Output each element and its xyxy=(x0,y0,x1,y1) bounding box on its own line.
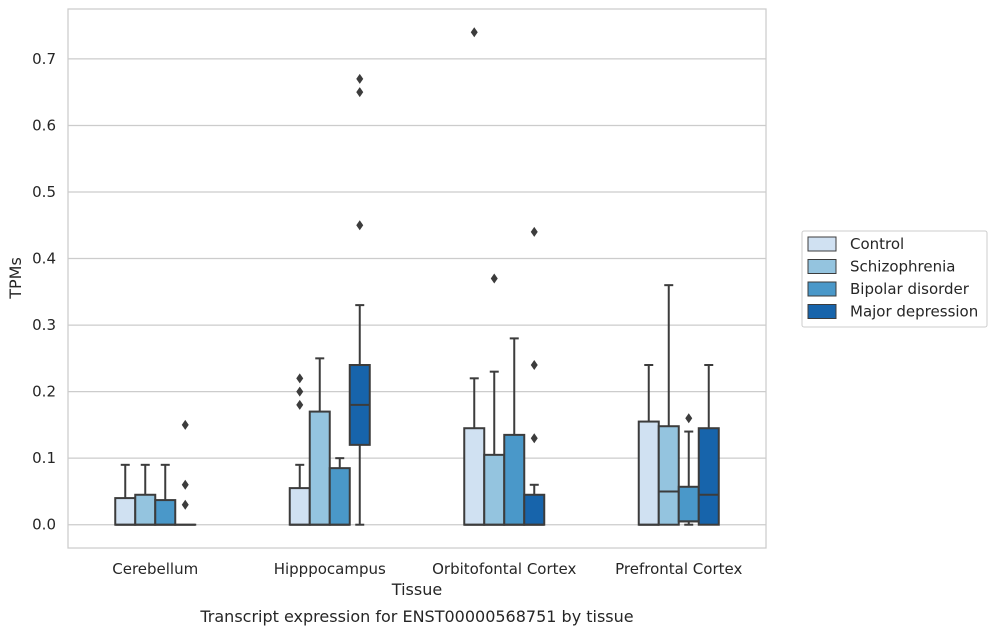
outlier-marker xyxy=(530,433,538,444)
box-body xyxy=(463,427,486,526)
legend-swatch xyxy=(807,281,837,297)
box-body xyxy=(308,410,331,526)
outlier-marker xyxy=(181,499,189,510)
box xyxy=(483,273,506,526)
box xyxy=(308,357,331,526)
legend-label: Schizophrenia xyxy=(850,258,955,276)
box-body xyxy=(328,467,351,526)
chart-caption: Transcript expression for ENST0000056875… xyxy=(199,607,633,626)
x-tick-label: Cerebellum xyxy=(112,560,198,578)
y-tick-label: 0.1 xyxy=(32,449,56,467)
y-tick-label: 0.0 xyxy=(32,516,56,534)
x-tick-label: Prefrontal Cortex xyxy=(615,560,742,578)
legend-frame xyxy=(801,230,988,328)
box xyxy=(328,457,351,526)
legend-swatch xyxy=(807,259,837,274)
x-tick-label: Orbitofontal Cortex xyxy=(432,560,576,578)
legend-label: Control xyxy=(850,235,904,253)
legend-swatch xyxy=(807,304,837,319)
outlier-marker xyxy=(470,27,478,38)
box-body xyxy=(134,493,157,526)
outlier-marker xyxy=(490,273,498,284)
x-axis-label: Tissue xyxy=(391,580,442,599)
box xyxy=(697,364,720,526)
box xyxy=(503,337,526,526)
outlier-marker xyxy=(530,226,538,237)
outlier-marker xyxy=(356,87,364,98)
y-axis: 0.0 0.1 0.2 0.3 0.4 0.5 0.6 0.7 xyxy=(32,50,56,534)
box xyxy=(174,419,197,526)
outlier-marker xyxy=(181,479,189,490)
outlier-marker xyxy=(296,373,304,384)
box-body xyxy=(697,427,720,526)
y-tick-label: 0.4 xyxy=(32,250,56,268)
box xyxy=(657,284,680,526)
box xyxy=(523,226,546,526)
box xyxy=(154,463,177,526)
y-tick-label: 0.2 xyxy=(32,383,56,401)
y-tick-label: 0.7 xyxy=(32,50,56,68)
outlier-marker xyxy=(530,360,538,371)
box-body xyxy=(288,487,311,526)
x-tick-label: Hipppocampus xyxy=(274,560,386,578)
box xyxy=(348,73,371,526)
legend-label: Major depression xyxy=(850,303,978,321)
box-body xyxy=(503,433,526,526)
boxes xyxy=(114,27,720,526)
box xyxy=(134,463,157,526)
outlier-marker xyxy=(181,419,189,430)
box-body xyxy=(637,420,660,526)
outlier-marker xyxy=(356,220,364,231)
box-body xyxy=(154,499,177,526)
outlier-marker xyxy=(356,73,364,84)
outlier-marker xyxy=(296,399,304,410)
x-axis: Cerebellum Hipppocampus Orbitofontal Corte… xyxy=(112,560,742,578)
box xyxy=(288,373,311,526)
box-body xyxy=(657,425,680,526)
outlier-marker xyxy=(296,386,304,397)
legend: Control Schizophrenia Bipolar disorder Majo… xyxy=(801,230,988,328)
box-body xyxy=(114,497,137,526)
box-body xyxy=(523,493,546,526)
box-body xyxy=(483,453,506,526)
box-body xyxy=(677,485,700,523)
y-tick-label: 0.3 xyxy=(32,316,56,334)
legend-label: Bipolar disorder xyxy=(850,280,970,298)
y-tick-label: 0.5 xyxy=(32,183,56,201)
legend-swatch xyxy=(807,236,837,252)
outlier-marker xyxy=(685,413,693,424)
y-axis-label: TPMs xyxy=(6,257,25,300)
y-tick-label: 0.6 xyxy=(32,116,56,134)
